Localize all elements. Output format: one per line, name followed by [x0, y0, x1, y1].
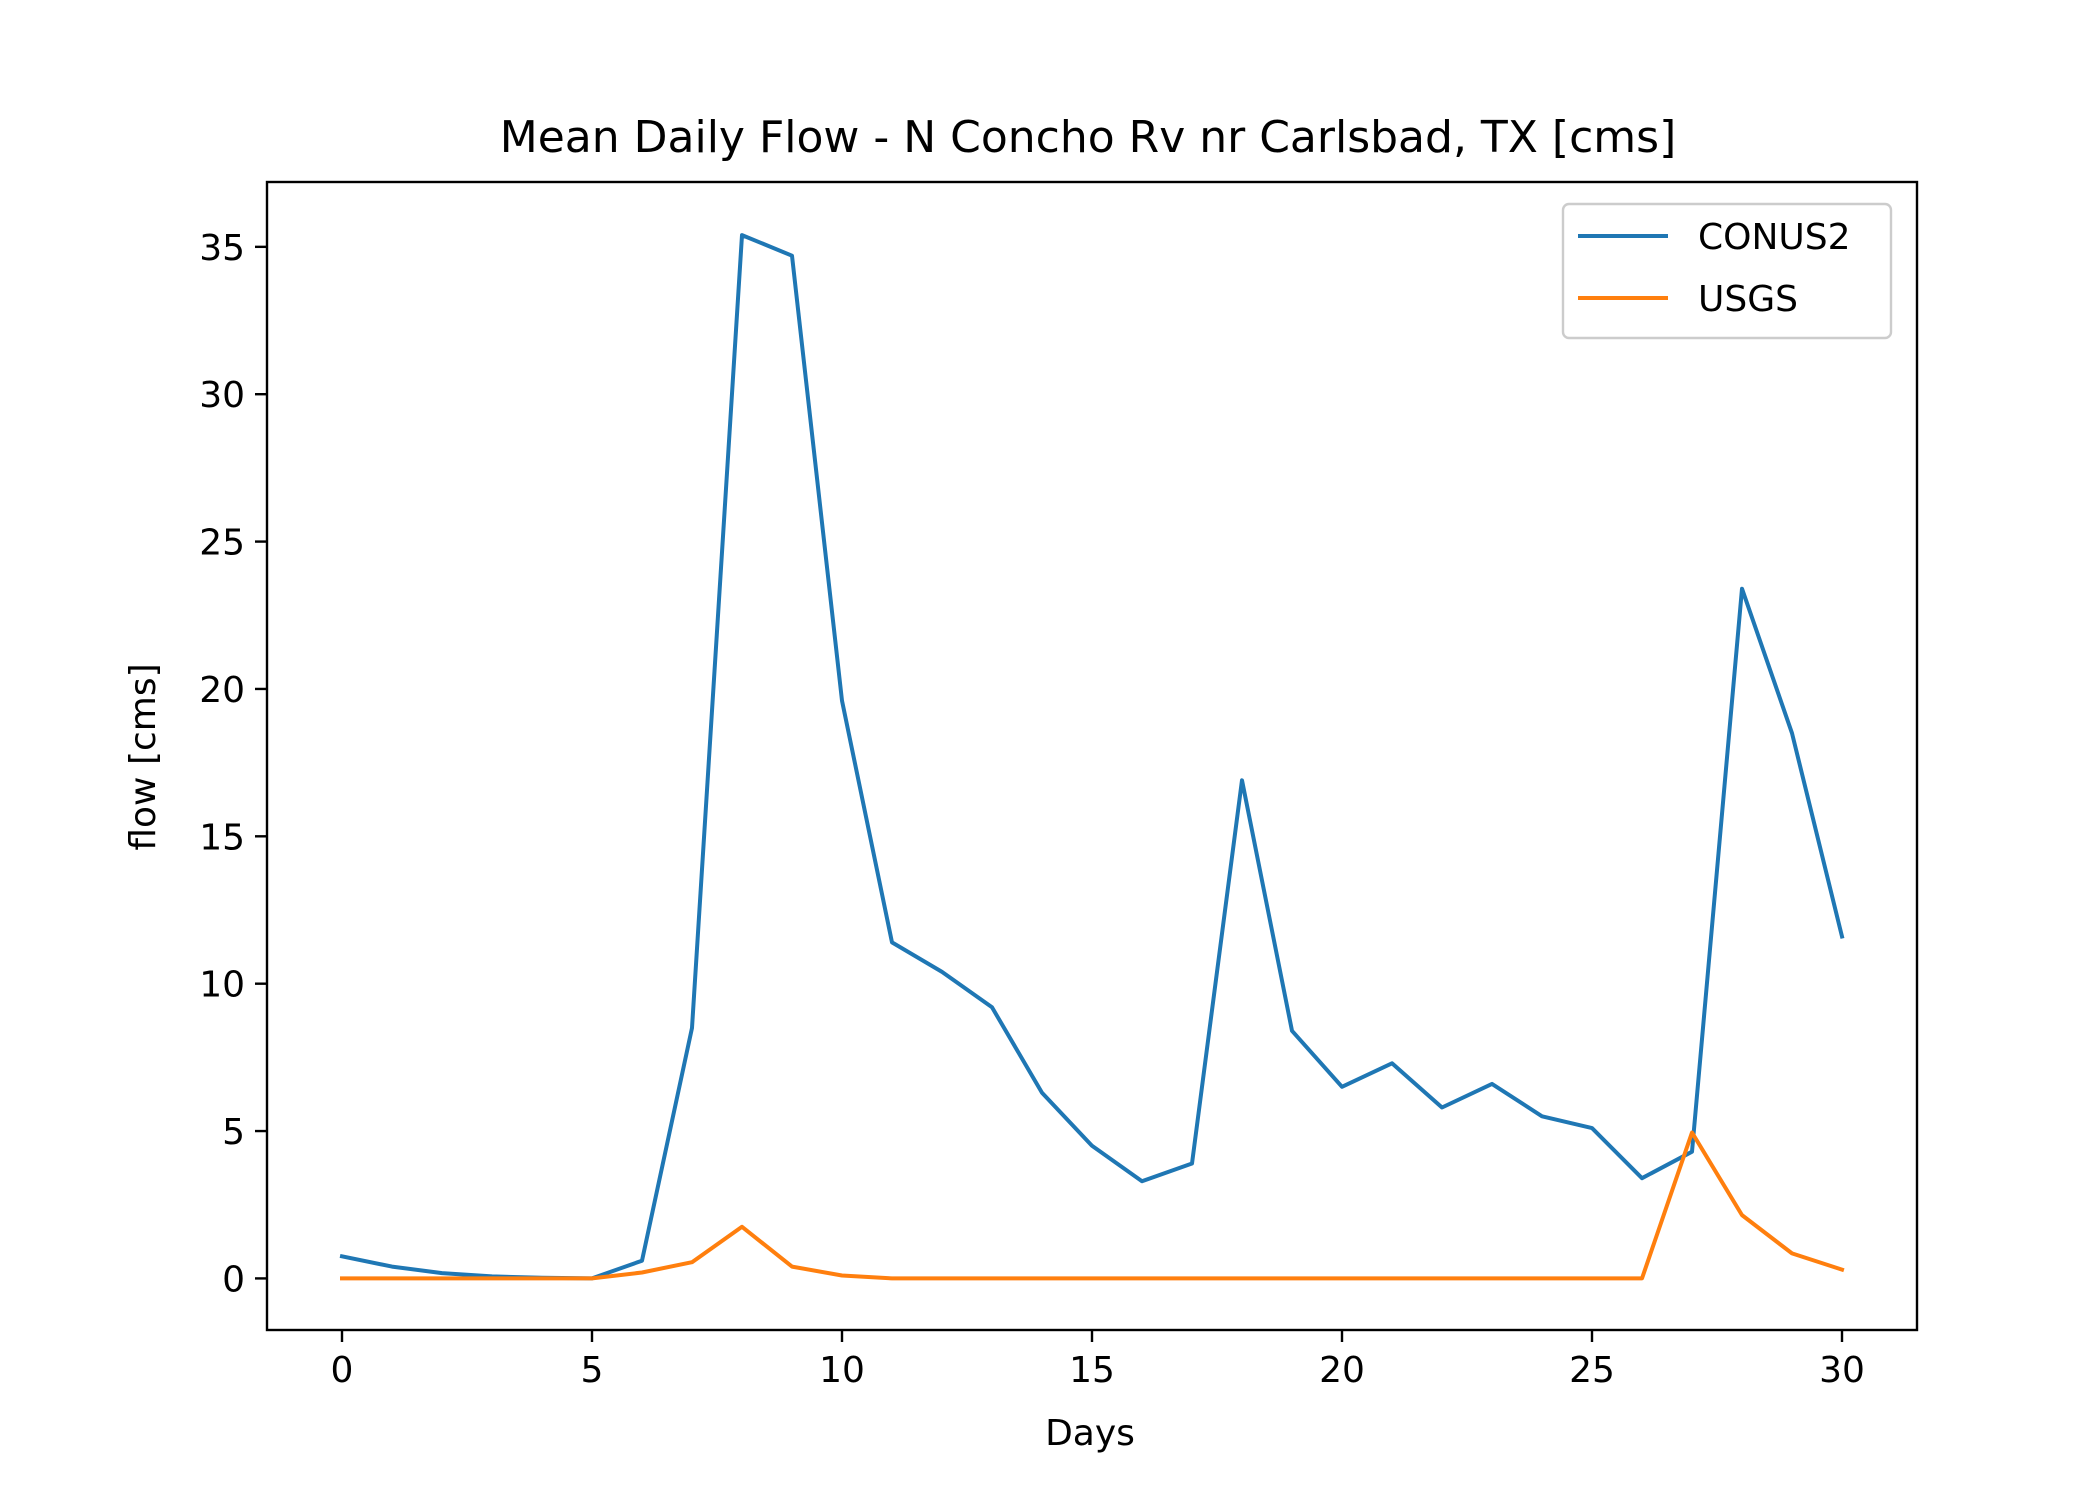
y-axis-label: flow [cms] [123, 663, 164, 850]
y-tick-label: 30 [199, 375, 245, 416]
plot-frame [265, 180, 1919, 1332]
x-tick-label: 5 [581, 1350, 604, 1391]
y-tick-label: 25 [199, 523, 245, 564]
x-axis: 0 5 10 15 20 25 30 [331, 1330, 1865, 1391]
plot-series [339, 233, 1845, 1281]
y-tick-label: 5 [222, 1112, 245, 1153]
series-line-conus2 [339, 233, 1845, 1281]
chart-title: Mean Daily Flow - N Concho Rv nr Carlsba… [500, 112, 1676, 163]
legend-label-usgs: USGS [1698, 279, 1798, 320]
y-tick-label: 20 [199, 670, 245, 711]
legend: CONUS2 USGS [1561, 202, 1893, 340]
y-tick-label: 10 [199, 965, 245, 1006]
x-axis-label: Days [1045, 1413, 1135, 1454]
x-tick-label: 25 [1569, 1350, 1615, 1391]
y-tick-label: 0 [222, 1259, 245, 1300]
x-tick-label: 15 [1069, 1350, 1115, 1391]
x-tick-label: 30 [1819, 1350, 1865, 1391]
y-axis: 0 5 10 15 20 25 30 35 [199, 228, 267, 1300]
x-tick-label: 20 [1319, 1350, 1365, 1391]
x-tick-label: 10 [819, 1350, 865, 1391]
series-line-usgs [340, 1130, 1845, 1281]
y-tick-label: 15 [199, 817, 245, 858]
y-tick-label: 35 [199, 228, 245, 269]
legend-label-conus2: CONUS2 [1698, 217, 1851, 258]
x-tick-label: 0 [331, 1350, 354, 1391]
